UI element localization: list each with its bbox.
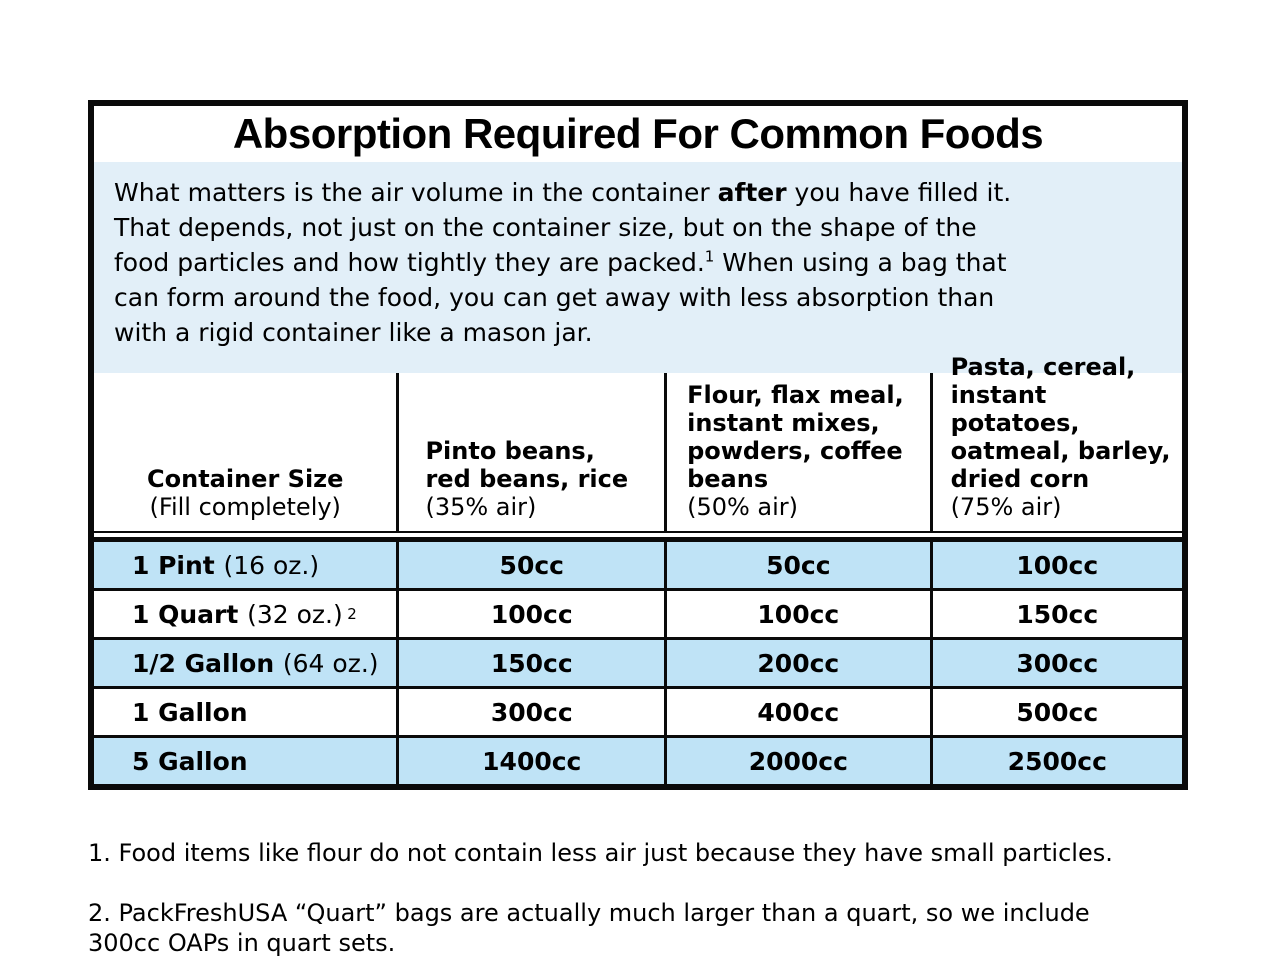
- size-note: (16 oz.): [223, 550, 320, 580]
- footnote-marker-1: 1: [704, 247, 715, 266]
- size-label: 5 Gallon: [132, 746, 248, 776]
- footnote-1: 1. Food items like flour do not contain …: [88, 839, 1113, 867]
- size-label: 1/2 Gallon: [132, 648, 275, 678]
- column-subtitle: (75% air): [950, 493, 1062, 521]
- column-title: Container Size: [147, 465, 344, 493]
- absorption-info-panel: Absorption Required For Common Foods Wha…: [88, 100, 1188, 790]
- value-cell: 1400cc: [396, 738, 664, 784]
- value-cell: 100cc: [664, 591, 929, 637]
- table-row-quart: 1 Quart (32 oz.) 2 100cc 100cc 150cc: [94, 588, 1182, 637]
- value-cell: 500cc: [929, 689, 1182, 735]
- column-header-beans-rice: Pinto beans, red beans, rice (35% air): [396, 373, 664, 531]
- table-row-five-gallon: 5 Gallon 1400cc 2000cc 2500cc: [94, 735, 1182, 784]
- column-title: Pinto beans, red beans, rice: [425, 437, 629, 493]
- container-size-cell: 1/2 Gallon (64 oz.): [94, 640, 396, 686]
- column-title: Pasta, cereal, instant potatoes, oatmeal…: [950, 353, 1171, 493]
- table-header-row: Container Size (Fill completely) Pinto b…: [94, 353, 1182, 533]
- table-row-pint: 1 Pint (16 oz.) 50cc 50cc 100cc: [94, 542, 1182, 588]
- value-cell: 50cc: [396, 542, 664, 588]
- intro-text-1: What matters is the air volume in the co…: [114, 178, 718, 207]
- value-cell: 300cc: [396, 689, 664, 735]
- table-row-half-gallon: 1/2 Gallon (64 oz.) 150cc 200cc 300cc: [94, 637, 1182, 686]
- size-label: 1 Gallon: [132, 697, 248, 727]
- value-cell: 100cc: [396, 591, 664, 637]
- value-cell: 200cc: [664, 640, 929, 686]
- column-subtitle: (50% air): [687, 493, 799, 521]
- value-cell: 150cc: [396, 640, 664, 686]
- table-row-gallon: 1 Gallon 300cc 400cc 500cc: [94, 686, 1182, 735]
- intro-bold-after: after: [717, 178, 787, 207]
- column-header-pasta-cereal: Pasta, cereal, instant potatoes, oatmeal…: [929, 353, 1182, 531]
- intro-text-2: you have filled it. That depends, not ju…: [114, 178, 1012, 277]
- footnote-2: 2. PackFreshUSA “Quart” bags are actuall…: [88, 899, 1090, 957]
- size-label: 1 Quart: [132, 599, 239, 629]
- column-subtitle: (35% air): [425, 493, 537, 521]
- column-header-flour-powders: Flour, flax meal, instant mixes, powders…: [664, 373, 929, 531]
- value-cell: 400cc: [664, 689, 929, 735]
- container-size-cell: 1 Quart (32 oz.) 2: [132, 599, 357, 629]
- intro-paragraph: What matters is the air volume in the co…: [94, 162, 1182, 373]
- column-header-container-size: Container Size (Fill completely): [94, 373, 396, 531]
- value-cell: 2500cc: [929, 738, 1182, 784]
- value-cell: 50cc: [664, 542, 929, 588]
- container-size-cell: 5 Gallon: [94, 738, 396, 784]
- intro-text-3: When using a bag that can form around th…: [114, 248, 1007, 347]
- column-title: Flour, flax meal, instant mixes, powders…: [687, 381, 904, 493]
- value-cell: 100cc: [929, 542, 1182, 588]
- panel-title: Absorption Required For Common Foods: [94, 106, 1182, 162]
- container-size-cell: 1 Pint (16 oz.): [94, 542, 396, 588]
- value-cell: 2000cc: [664, 738, 929, 784]
- size-note: (32 oz.): [247, 599, 343, 629]
- container-size-cell: 1 Gallon: [94, 689, 396, 735]
- footnotes: 1. Food items like flour do not contain …: [88, 808, 1278, 959]
- value-cell: 300cc: [929, 640, 1182, 686]
- value-cell: 150cc: [929, 591, 1182, 637]
- data-table: 1 Pint (16 oz.) 50cc 50cc 100cc 1 Quart …: [94, 537, 1182, 784]
- size-note: (64 oz.): [282, 648, 379, 678]
- size-label: 1 Pint: [132, 550, 215, 580]
- column-subtitle: (Fill completely): [149, 493, 341, 521]
